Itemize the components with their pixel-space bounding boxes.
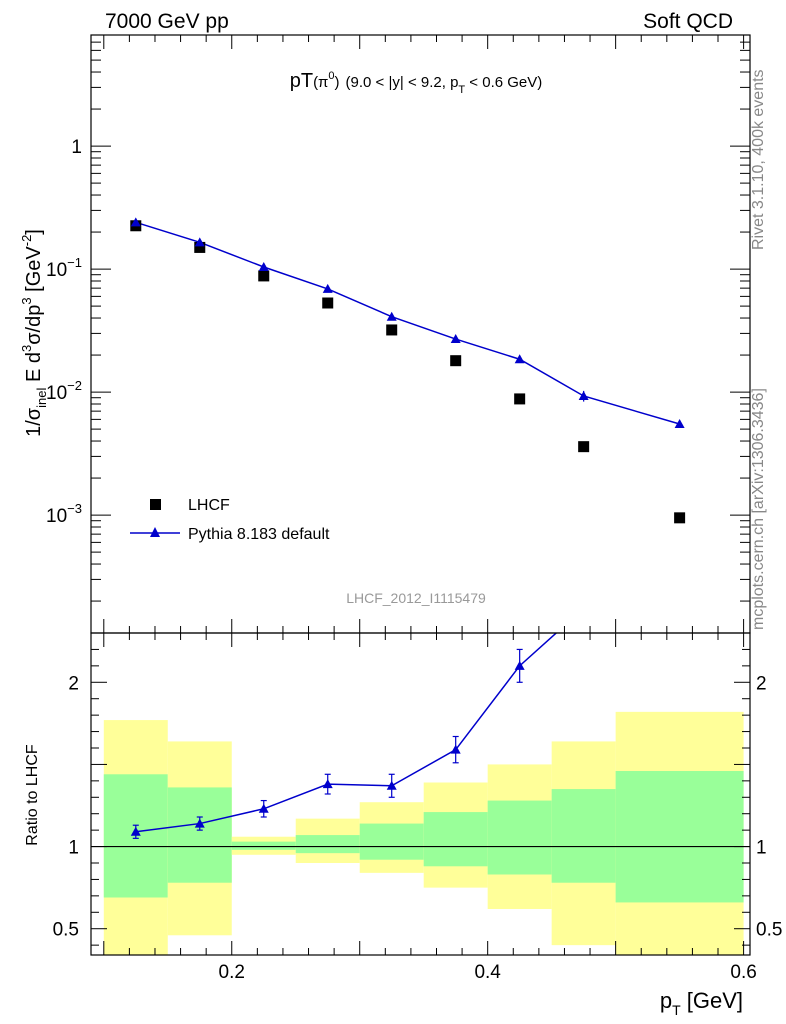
- band-inner-1: [167, 787, 232, 883]
- ylabel-part-1: 1/σ: [23, 407, 45, 437]
- ylabel-part-2: E d: [23, 352, 45, 388]
- ratio-point-8: [675, 546, 685, 555]
- main-ytick-label-base-1: 10: [46, 260, 67, 281]
- lhcf-point-3: [322, 297, 334, 309]
- pythia-point-6: [514, 354, 525, 364]
- legend-label-pythia: Pythia 8.183 default: [188, 526, 330, 543]
- ratio-point-4: [386, 780, 397, 790]
- pythia-point-3: [322, 283, 333, 293]
- pythia-point-1: [194, 237, 205, 247]
- ratio-point-7: [579, 603, 589, 612]
- band-inner-5: [423, 812, 488, 867]
- lhcf-point-7: [578, 441, 590, 453]
- pythia-point-0: [130, 217, 141, 227]
- chart-title: pT(π0) (9.0 < |y| < 9.2, pT < 0.6 GeV): [290, 70, 543, 96]
- source-text: mcplots.cern.ch [arXiv:1306.3436]: [750, 388, 767, 630]
- main-ytick-label-base-3: 10: [46, 506, 67, 527]
- main-ytick-label-1: 10−1: [46, 255, 82, 281]
- main-ytick-label-3: 10−3: [46, 501, 82, 527]
- x-tick-label-2: 0.6: [730, 962, 756, 983]
- x-axis-label: pT [GeV]: [660, 988, 743, 1018]
- xlabel-p: p: [660, 988, 672, 1013]
- band-inner-6: [487, 800, 552, 875]
- band-inner-8: [615, 771, 744, 903]
- band-inner-7: [551, 789, 616, 883]
- lhcf-point-5: [450, 355, 462, 367]
- pythia-point-7: [578, 390, 589, 400]
- pythia-point-4: [386, 311, 397, 321]
- title-cuts-end: < 0.6 GeV): [465, 74, 542, 91]
- xlabel-unit: [GeV]: [681, 988, 743, 1013]
- main-ytick-label-0: 1: [71, 137, 82, 158]
- xlabel-sub: T: [672, 1002, 681, 1018]
- ratio-series: [130, 546, 685, 839]
- legend-label-lhcf: LHCF: [188, 497, 230, 514]
- header-left: 7000 GeV pp: [105, 10, 229, 33]
- main-panel-frame: [90, 34, 751, 634]
- ratio-ytick-label-right-0: 0.5: [756, 920, 782, 941]
- ylabel-sub-inel: inel: [34, 387, 49, 407]
- ratio-ytick-label-left-1: 1: [68, 838, 79, 859]
- main-series: [130, 217, 686, 524]
- main-ylabel: 1/σinel E d3σ/dp3 [GeV-2]: [19, 229, 49, 437]
- ratio-point-5: [450, 744, 461, 754]
- x-tick-label-0: 0.2: [219, 962, 245, 983]
- ylabel-sup-2: 3: [19, 297, 34, 304]
- ratio-ytick-label-right-2: 2: [756, 673, 767, 694]
- lhcf-point-2: [258, 270, 270, 282]
- ratio-ytick-label-left-0: 0.5: [53, 920, 79, 941]
- lhcf-point-1: [194, 241, 206, 253]
- band-inner-4: [359, 823, 424, 860]
- pythia-point-2: [258, 261, 269, 271]
- main-ytick-label-exp-1: −1: [67, 255, 82, 270]
- ratio-ylabel: Ratio to LHCF: [24, 744, 41, 846]
- ratio-ytick-label-right-1: 1: [756, 838, 767, 859]
- ratio-point-1: [194, 818, 205, 828]
- title-particle-close: ): [335, 74, 340, 91]
- ylabel-part-3: σ/dp: [23, 305, 45, 345]
- rivet-version-text: Rivet 3.1.10, 400k events: [750, 69, 767, 250]
- pythia-point-5: [450, 334, 461, 344]
- pythia-point-8: [674, 419, 685, 429]
- main-ytick-label-base-2: 10: [46, 383, 67, 404]
- axis-frames: [90, 34, 751, 956]
- ratio-ytick-label-left-2: 2: [68, 673, 79, 694]
- ratio-uncertainty-bands: [103, 711, 744, 955]
- ratio-point-0: [130, 826, 141, 836]
- lhcf-point-6: [514, 393, 526, 405]
- title-cuts-sub: T: [458, 84, 465, 96]
- band-inner-2: [231, 841, 296, 850]
- lhcf-point-8: [674, 512, 686, 524]
- ylabel-part-4: [GeV: [23, 246, 45, 298]
- ylabel-sup-3: -2: [19, 235, 34, 247]
- legend: LHCF Pythia 8.183 default: [130, 497, 330, 543]
- main-ytick-label-2: 10−2: [46, 378, 82, 404]
- ratio-panel-frame: [90, 632, 751, 956]
- legend-marker-lhcf: [150, 499, 161, 510]
- main-ytick-label-exp-2: −2: [67, 378, 82, 393]
- ratio-point-3: [322, 779, 333, 789]
- main-ytick-label-exp-3: −3: [67, 501, 82, 516]
- title-main: pT: [290, 70, 313, 92]
- legend-marker-pythia: [150, 527, 160, 537]
- ylabel-sup-1: 3: [19, 345, 34, 352]
- header-right: Soft QCD: [643, 10, 733, 33]
- title-cuts: (9.0 < |y| < 9.2, p: [346, 74, 459, 91]
- title-particle: (π: [313, 74, 328, 91]
- analysis-watermark: LHCF_2012_I1115479: [346, 590, 486, 606]
- ratio-point-6: [514, 660, 525, 670]
- lhcf-point-4: [386, 324, 398, 336]
- main-ytick-label-base-0: 1: [71, 137, 82, 158]
- pythia-line: [135, 221, 680, 425]
- x-tick-label-1: 0.4: [474, 962, 501, 983]
- ratio-point-2: [258, 803, 269, 813]
- title-particle-sup: 0: [328, 70, 334, 82]
- band-inner-3: [295, 835, 360, 854]
- ylabel-part-5: ]: [23, 229, 45, 235]
